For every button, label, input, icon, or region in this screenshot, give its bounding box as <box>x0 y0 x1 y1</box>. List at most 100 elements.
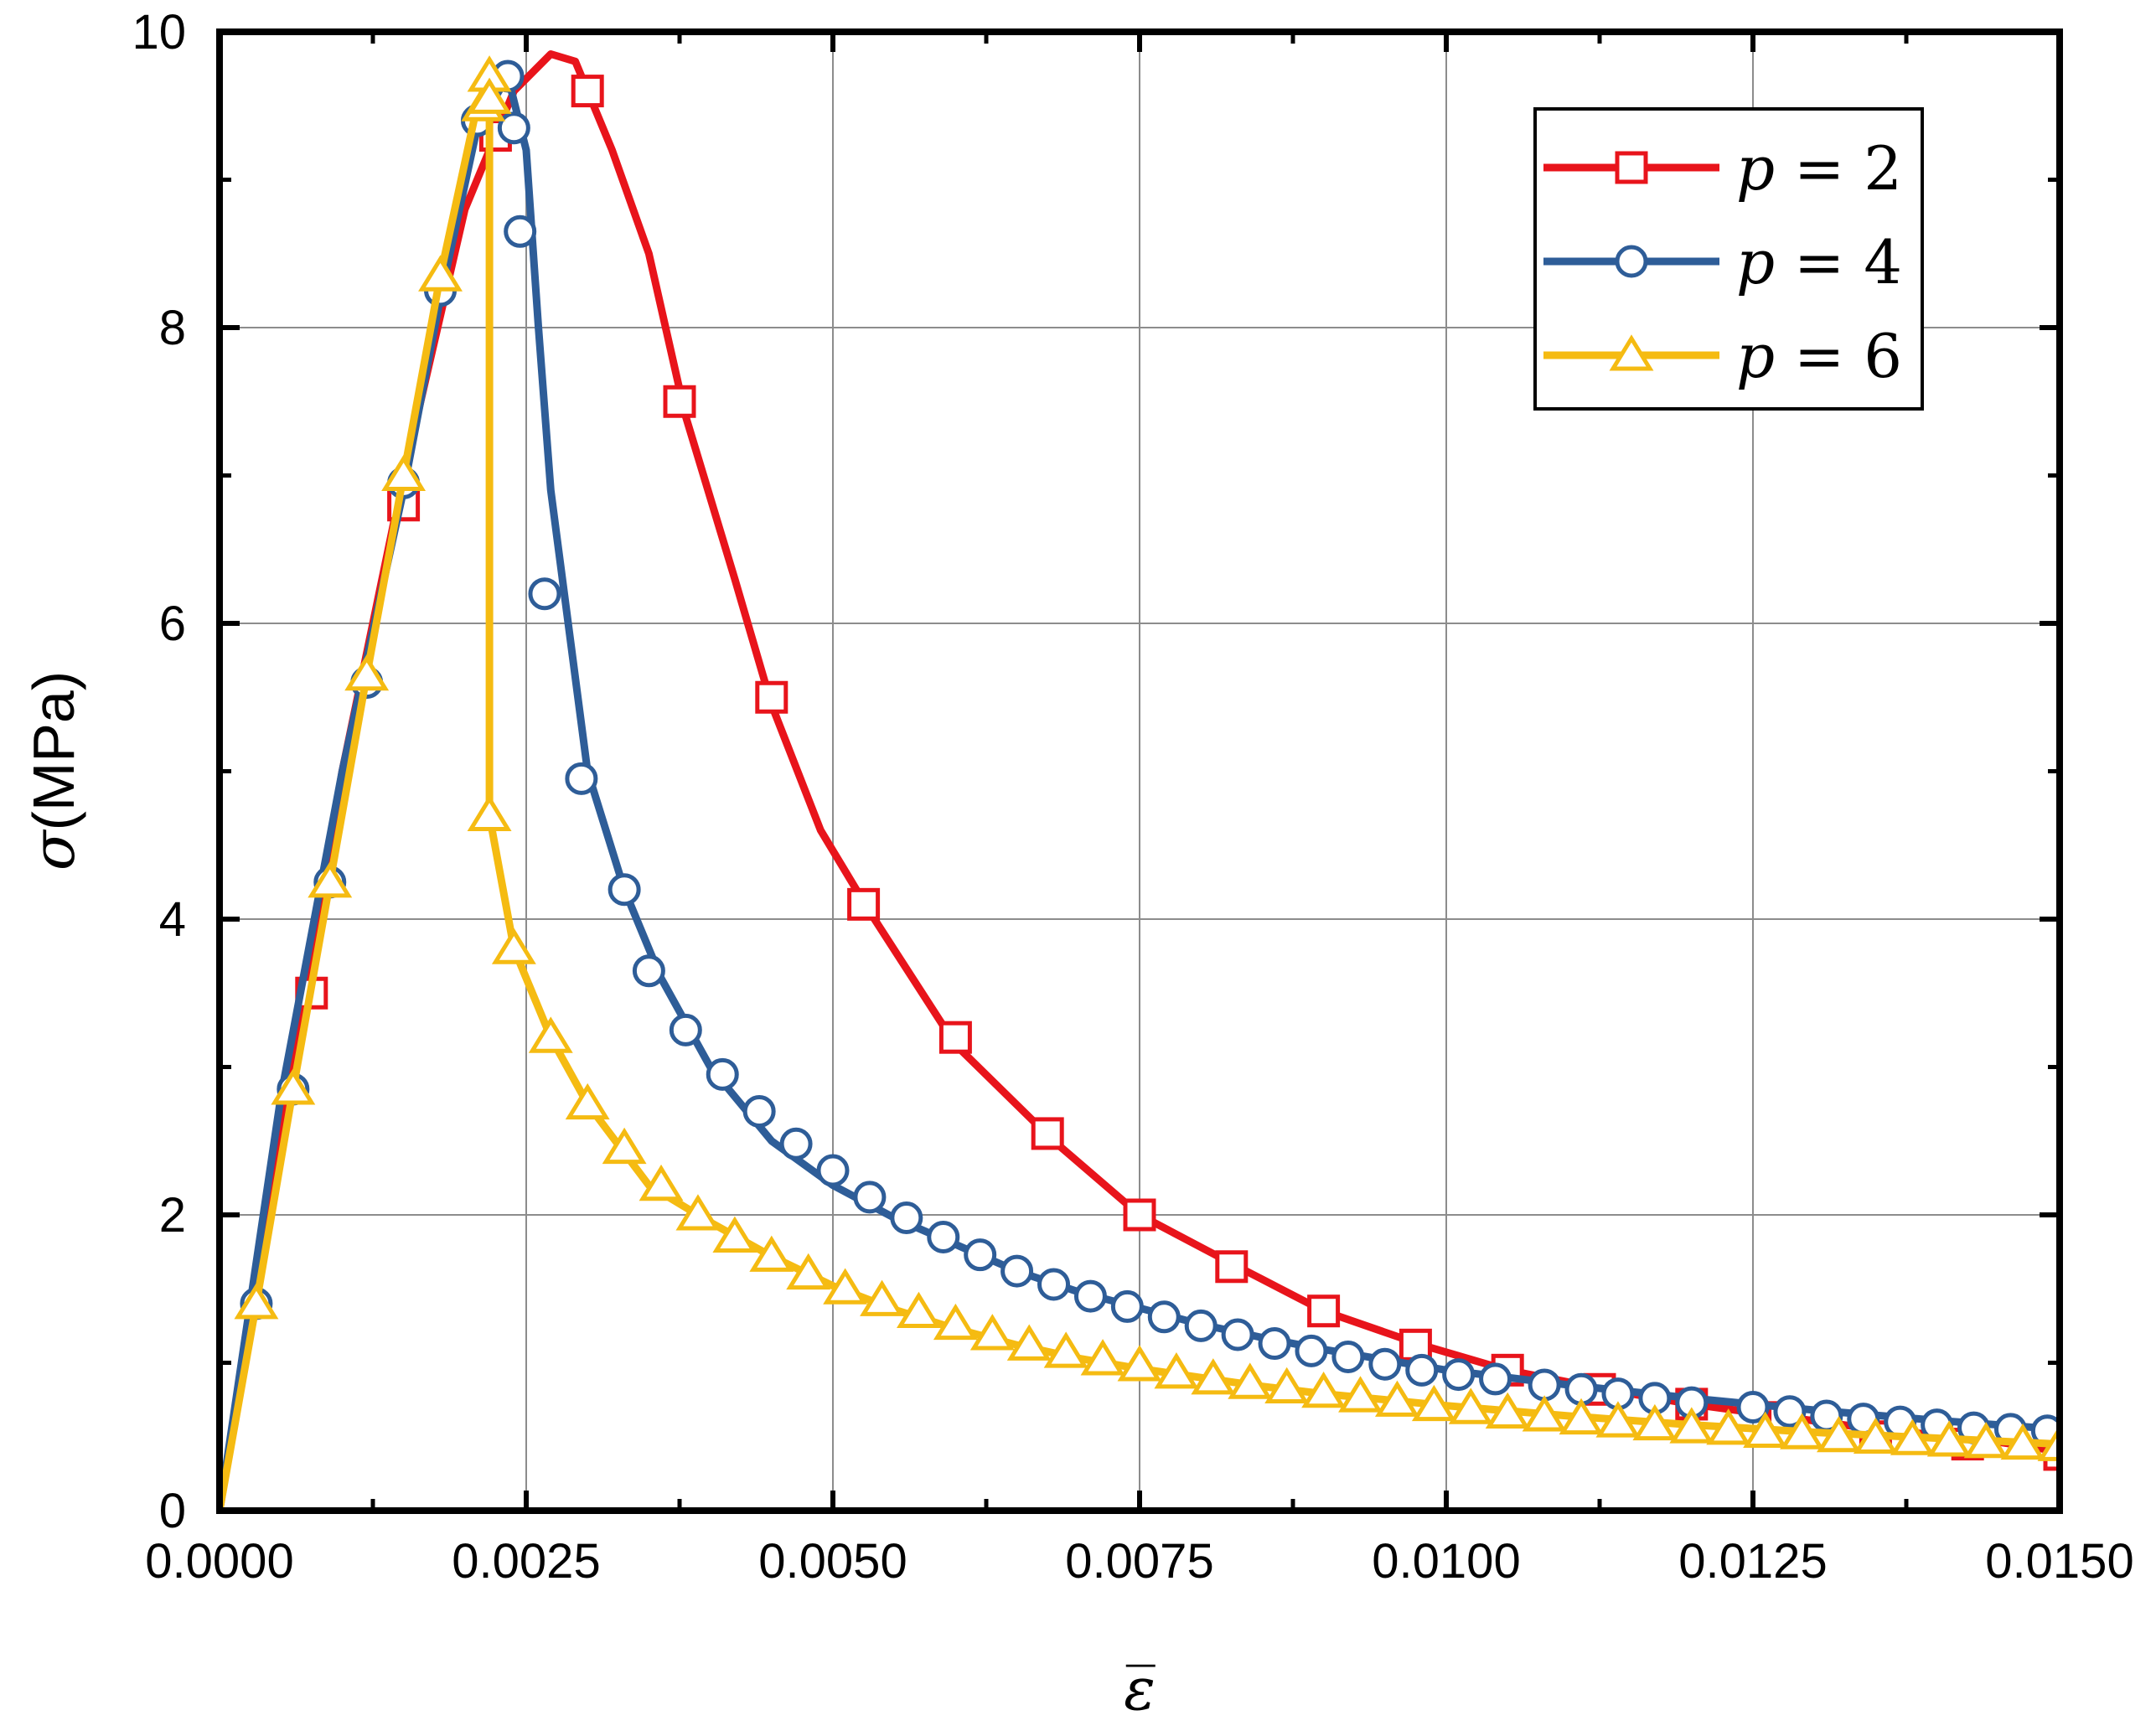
legend-label-var: p <box>1736 227 1775 297</box>
x-tick-label: 0.0150 <box>1985 1534 2133 1589</box>
data-point-p6 <box>271 1068 316 1105</box>
y-axis-label-symbol: σ <box>19 829 88 871</box>
data-point-p6 <box>344 654 390 691</box>
data-point-p6 <box>234 1283 279 1320</box>
legend-label-p2: p = 2 <box>1736 133 1902 204</box>
data-point-p4 <box>1368 1347 1402 1381</box>
legend-label-val: 6 <box>1864 321 1902 391</box>
data-point-p4 <box>608 873 641 907</box>
data-point-p6 <box>1963 1422 2009 1459</box>
data-point-p6 <box>1154 1352 1199 1389</box>
data-point-p4 <box>706 1057 739 1091</box>
data-point-p4 <box>1221 1318 1254 1351</box>
data-point-p6 <box>1448 1387 1493 1424</box>
axis-ticks <box>217 29 2062 1513</box>
data-point-p4 <box>779 1127 813 1160</box>
x-tick-label: 0.0100 <box>1372 1534 1520 1589</box>
data-point-p2 <box>1123 1198 1156 1232</box>
data-point-p6 <box>1817 1415 1861 1453</box>
data-point-p4 <box>1037 1268 1071 1301</box>
data-point-p6 <box>491 928 536 964</box>
x-tick-label: 0.0025 <box>452 1534 600 1589</box>
data-point-p6 <box>1632 1403 1678 1441</box>
legend-entry-p4: p = 4 <box>1543 227 1902 297</box>
data-point-p4 <box>669 1013 702 1046</box>
data-point-p6 <box>602 1127 647 1165</box>
data-point-p2 <box>1215 1250 1249 1284</box>
legend-label-p4: p = 4 <box>1736 227 1902 297</box>
data-point-p6 <box>1264 1367 1310 1404</box>
data-point-p6 <box>467 77 512 114</box>
data-point-p4 <box>927 1220 960 1253</box>
legend-label-eq: = <box>1775 133 1864 204</box>
data-point-p4 <box>1110 1289 1144 1323</box>
legend-marker-p2 <box>1615 151 1648 184</box>
x-tick-label: 0.0000 <box>145 1534 293 1589</box>
series-layer <box>220 50 2060 1511</box>
data-point-p4 <box>504 214 537 248</box>
y-axis-label-unit: (MPa) <box>21 671 86 831</box>
data-point-p4 <box>1295 1334 1328 1367</box>
legend-label-p6: p = 6 <box>1736 321 1902 391</box>
data-point-p4 <box>1479 1362 1512 1396</box>
data-point-p6 <box>1595 1401 1641 1438</box>
data-point-p6 <box>1522 1395 1567 1432</box>
data-point-p4 <box>1184 1309 1218 1342</box>
data-point-p6 <box>1080 1339 1125 1376</box>
data-point-p4 <box>1528 1368 1561 1402</box>
data-point-p6 <box>1117 1345 1162 1382</box>
legend: p = 2p = 4p = 6 <box>1533 107 1924 411</box>
data-point-p6 <box>1743 1411 1788 1448</box>
legend-entry-p6: p = 6 <box>1543 321 1902 391</box>
data-point-p6 <box>897 1291 941 1328</box>
legend-label-val: 4 <box>1864 227 1902 297</box>
legend-label-val: 2 <box>1864 133 1902 204</box>
data-point-p2 <box>571 75 604 108</box>
data-point-p6 <box>786 1253 831 1290</box>
series-p4 <box>220 59 2060 1511</box>
x-tick-labels: 0.0000 0.0025 0.0050 0.0075 0.0100 0.0125 0.01… <box>145 1534 2133 1589</box>
x-tick-label: 0.0125 <box>1678 1534 1827 1589</box>
data-point-p4 <box>964 1238 997 1272</box>
legend-label-eq: = <box>1775 321 1864 391</box>
data-point-p6 <box>1228 1362 1273 1399</box>
data-point-p6 <box>639 1164 684 1201</box>
data-point-p6 <box>969 1314 1015 1351</box>
data-point-p6 <box>565 1083 610 1120</box>
data-point-p6 <box>1338 1376 1383 1413</box>
data-point-p6 <box>1926 1420 1972 1457</box>
data-point-p4 <box>890 1201 923 1235</box>
data-point-p2 <box>755 680 788 714</box>
data-point-p4 <box>1147 1300 1181 1334</box>
data-point-p6 <box>308 861 353 898</box>
data-point-p6 <box>1006 1324 1052 1361</box>
y-tick-label: 2 <box>159 1188 186 1243</box>
legend-label-var: p <box>1736 321 1775 391</box>
data-point-p6 <box>1706 1408 1751 1445</box>
data-point-p6 <box>675 1194 721 1231</box>
data-point-p6 <box>933 1303 978 1341</box>
data-point-p6 <box>1411 1384 1456 1422</box>
data-point-p2 <box>663 385 696 418</box>
data-point-p6 <box>1374 1380 1419 1417</box>
legend-label-eq: = <box>1775 227 1864 297</box>
y-tick-label: 6 <box>159 597 186 651</box>
data-point-p4 <box>565 762 598 795</box>
data-point-p6 <box>381 454 427 491</box>
data-point-p6 <box>418 255 463 292</box>
data-point-p6 <box>1191 1358 1236 1395</box>
legend-marker-p6 <box>1609 334 1654 371</box>
data-point-p6 <box>1890 1418 1935 1455</box>
data-point-p6 <box>1669 1407 1714 1444</box>
data-point-p4 <box>1442 1358 1476 1392</box>
y-tick-label: 0 <box>159 1484 186 1538</box>
data-point-p6 <box>2000 1423 2045 1460</box>
x-axis-label: ε̅ <box>1124 1655 1156 1723</box>
data-point-p4 <box>1736 1390 1770 1424</box>
data-point-p4 <box>1073 1279 1107 1313</box>
data-point-p6 <box>528 1016 573 1053</box>
data-point-p4 <box>853 1181 887 1214</box>
y-tick-labels: 0 2 4 6 8 10 <box>132 5 186 1538</box>
data-point-p4 <box>1000 1254 1034 1288</box>
